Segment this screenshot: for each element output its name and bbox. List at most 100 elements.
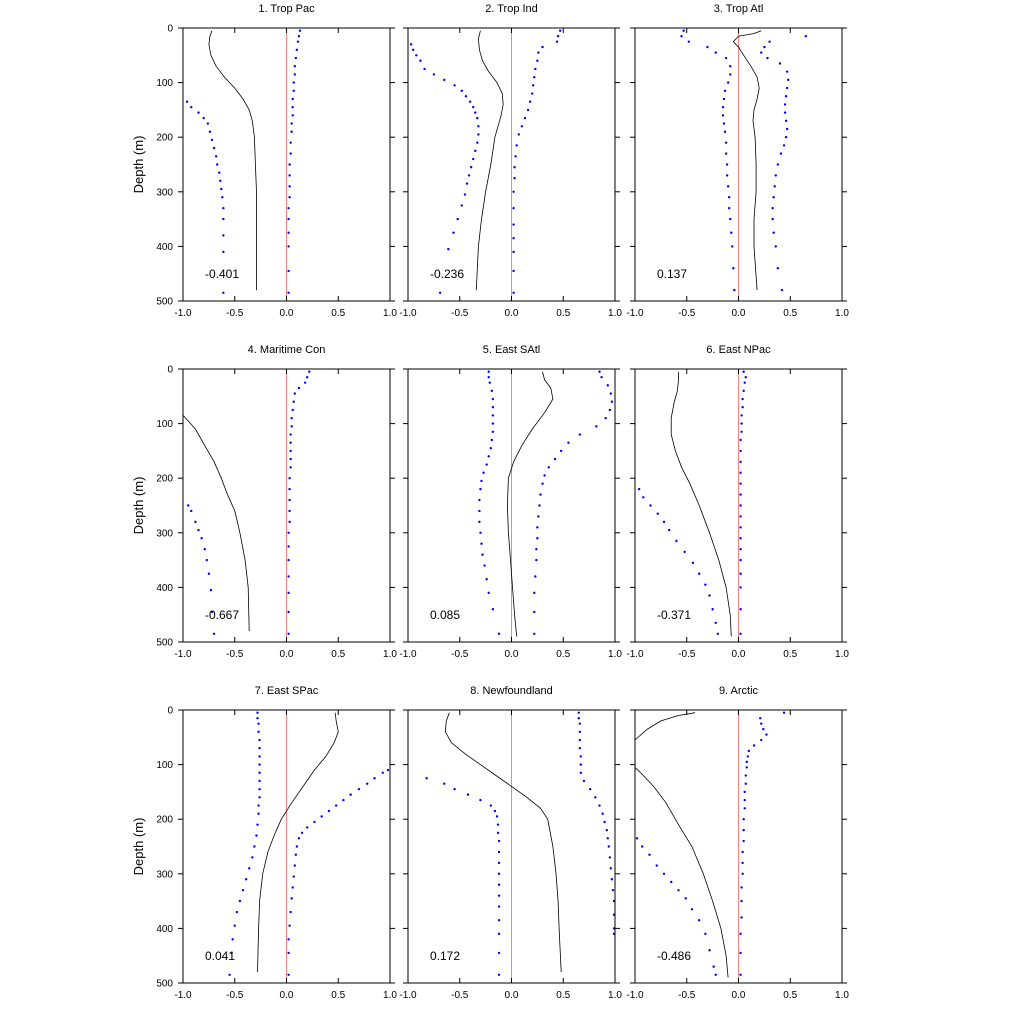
dot-point	[497, 894, 501, 897]
dot-point	[308, 370, 311, 373]
x-tick-label: -1.0	[399, 990, 417, 1001]
dot-point	[289, 457, 292, 461]
dot-point	[465, 182, 469, 185]
dot-point	[258, 747, 261, 750]
x-tick-label: 1.0	[383, 990, 397, 1001]
dot-point	[662, 520, 666, 524]
dot-point	[512, 250, 515, 254]
dot-point	[774, 174, 777, 177]
dotted-series-lower	[228, 711, 261, 977]
dot-point	[489, 446, 492, 450]
dot-point	[714, 51, 717, 54]
dot-point	[294, 56, 298, 60]
dot-point	[559, 449, 563, 453]
dot-point	[291, 408, 294, 412]
dot-point	[497, 932, 501, 936]
y-tick-label: 500	[156, 297, 173, 308]
dot-point	[288, 487, 291, 491]
x-tick-label: 0.0	[732, 990, 746, 1001]
dot-point	[479, 798, 482, 802]
dot-point	[490, 389, 494, 393]
dot-point	[533, 591, 536, 595]
dot-point	[532, 84, 535, 87]
dot-point	[558, 29, 562, 32]
dot-point	[194, 520, 197, 524]
dot-point	[212, 146, 216, 150]
dot-point	[520, 125, 524, 128]
dot-point	[535, 558, 538, 562]
dot-point	[784, 95, 788, 98]
dot-point	[543, 474, 546, 477]
dot-point	[185, 100, 189, 103]
x-tick-label: -1.0	[626, 649, 644, 660]
x-tick-label: -0.5	[226, 649, 244, 660]
dot-point	[744, 375, 747, 379]
dot-point	[491, 397, 495, 401]
dot-point	[419, 59, 422, 62]
dot-point	[691, 561, 695, 565]
dot-point	[497, 861, 501, 865]
dot-point	[257, 812, 260, 815]
dot-point	[456, 217, 459, 221]
dot-point	[739, 632, 742, 636]
x-tick-label: -0.5	[226, 990, 244, 1001]
dot-point	[523, 116, 527, 120]
dot-point	[483, 564, 486, 567]
dot-point	[209, 588, 213, 592]
dot-point	[515, 144, 518, 147]
dot-point	[297, 837, 301, 840]
dot-point	[771, 206, 774, 210]
x-tick-label: 0.0	[280, 990, 294, 1001]
dot-point	[534, 575, 537, 578]
dot-point	[743, 790, 746, 794]
dot-point	[675, 539, 678, 543]
dot-point	[230, 951, 233, 955]
dot-point	[739, 586, 742, 589]
dot-point	[771, 217, 774, 221]
correlation-label: 0.041	[205, 949, 235, 963]
dot-point	[238, 899, 242, 903]
dot-point	[479, 487, 482, 491]
x-tick-label: -0.5	[451, 308, 469, 319]
dot-point	[739, 932, 742, 936]
dot-point	[478, 520, 481, 524]
dot-point	[655, 864, 658, 867]
y-axis-label: Depth (m)	[131, 136, 146, 194]
dot-point	[287, 951, 290, 955]
dot-point	[533, 75, 536, 79]
dot-point	[784, 119, 788, 123]
dot-point	[289, 433, 292, 436]
dot-point	[244, 878, 248, 881]
dot-point	[481, 553, 484, 556]
dot-point	[186, 504, 190, 507]
x-tick-label: -1.0	[626, 308, 644, 319]
dot-point	[463, 193, 467, 196]
dot-point	[740, 899, 743, 903]
dot-point	[608, 408, 612, 412]
dot-point	[649, 504, 652, 507]
dot-point	[491, 422, 495, 425]
dot-point	[477, 133, 480, 136]
dot-point	[742, 370, 745, 373]
dot-point	[708, 594, 711, 597]
dot-point	[291, 97, 294, 101]
dot-point	[289, 152, 292, 155]
dot-point	[235, 910, 239, 914]
dot-point	[287, 938, 290, 941]
panel-title: 6. East NPac	[706, 344, 771, 356]
dot-point	[220, 187, 223, 191]
dot-point	[723, 130, 727, 133]
dot-point	[739, 547, 742, 551]
dot-point	[487, 455, 490, 458]
dot-point	[497, 850, 501, 854]
dot-point	[588, 787, 592, 791]
dot-point	[289, 910, 292, 914]
x-tick-label: -0.5	[678, 990, 696, 1001]
dot-point	[739, 471, 742, 474]
dot-point	[729, 217, 732, 221]
dot-point	[609, 392, 613, 395]
dot-point	[472, 157, 475, 161]
x-tick-label: -1.0	[626, 990, 644, 1001]
dot-point	[293, 864, 296, 867]
dot-point	[432, 73, 436, 76]
